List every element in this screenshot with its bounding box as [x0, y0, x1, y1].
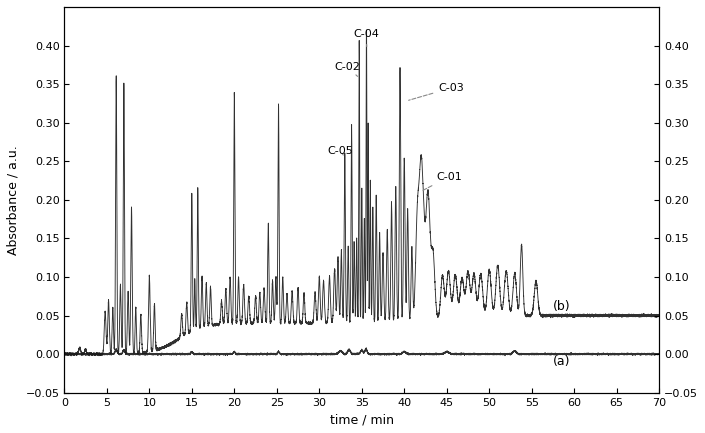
- X-axis label: time / min: time / min: [330, 413, 394, 426]
- Text: C-05: C-05: [328, 146, 353, 156]
- Text: C-03: C-03: [409, 83, 464, 100]
- Text: (b): (b): [553, 300, 570, 313]
- Y-axis label: Absorbance / a.u.: Absorbance / a.u.: [7, 145, 20, 255]
- Text: C-04: C-04: [353, 29, 379, 47]
- Text: C-02: C-02: [335, 62, 360, 76]
- Text: C-01: C-01: [422, 171, 462, 191]
- Text: (a): (a): [553, 355, 570, 368]
